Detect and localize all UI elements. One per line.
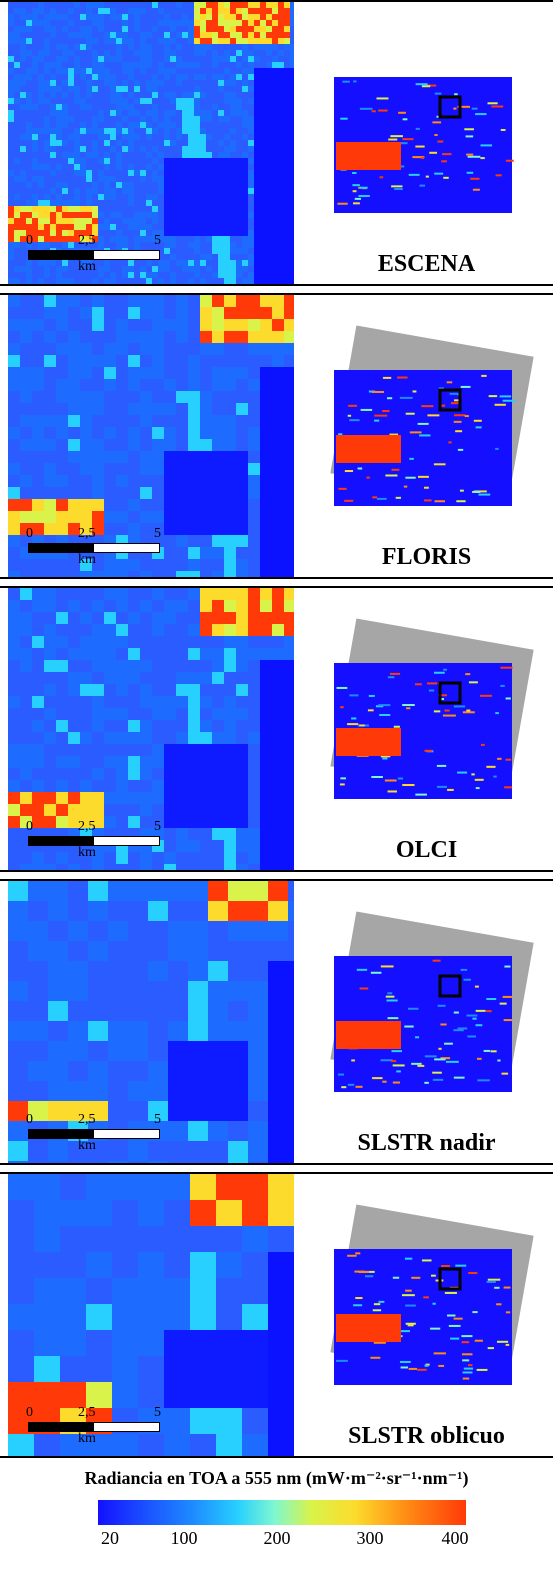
zoom-area-box xyxy=(438,974,462,998)
scale-tick-5: 5 xyxy=(154,1405,161,1420)
colorbar-tick-300: 300 xyxy=(356,1528,384,1548)
panel-1: 0 2,5 5 km ESCENA xyxy=(0,0,553,286)
scale-unit: km xyxy=(78,1138,96,1153)
zoom-area-box xyxy=(438,681,462,705)
scale-bar: 0 2,5 5 km xyxy=(18,1111,161,1153)
scale-bar-graphic xyxy=(28,1129,160,1139)
zoom-image: 0 2,5 5 km xyxy=(8,2,294,284)
scale-unit: km xyxy=(78,552,96,567)
scale-bar-graphic xyxy=(28,836,160,846)
scale-tick-5: 5 xyxy=(154,526,161,541)
overview-map xyxy=(312,295,553,535)
overview-map xyxy=(312,1174,553,1414)
colorbar-tick-400: 400 xyxy=(441,1528,469,1548)
scale-tick-0: 0 xyxy=(26,1112,33,1127)
colorbar-title: Radiancia en TOA a 555 nm (mW·m⁻²·sr⁻¹·n… xyxy=(84,1468,469,1488)
colorbar-tick-200: 200 xyxy=(263,1528,291,1548)
panel-label: ESCENA xyxy=(377,251,476,277)
panel-5: 0 2,5 5 km SLSTR oblicuo xyxy=(0,1172,553,1458)
overview-map xyxy=(312,588,553,828)
scale-tick-5: 5 xyxy=(154,233,161,248)
scale-bar-graphic xyxy=(28,1422,160,1432)
scale-tick-5: 5 xyxy=(154,1112,161,1127)
scale-unit: km xyxy=(78,845,96,860)
panel-label: FLORIS xyxy=(381,544,472,570)
scale-tick-0: 0 xyxy=(26,819,33,834)
panel-label: OLCI xyxy=(395,837,458,863)
scale-tick-2-5: 2,5 xyxy=(78,233,96,248)
scale-bar: 0 2,5 5 km xyxy=(18,1404,161,1446)
zoom-image: 0 2,5 5 km xyxy=(8,881,294,1163)
zoom-area-box xyxy=(438,95,462,119)
zoom-image: 0 2,5 5 km xyxy=(8,588,294,870)
colorbar-tick-100: 100 xyxy=(170,1528,198,1548)
panel-3: 0 2,5 5 km OLCI xyxy=(0,586,553,872)
scale-tick-0: 0 xyxy=(26,526,33,541)
colorbar: Radiancia en TOA a 555 nm (mW·m⁻²·sr⁻¹·n… xyxy=(0,1465,553,1588)
scale-bar-graphic xyxy=(28,250,160,260)
colorbar-ticks: 20 100 200 300 400 xyxy=(0,1528,553,1552)
zoom-image: 0 2,5 5 km xyxy=(8,295,294,577)
scale-tick-0: 0 xyxy=(26,233,33,248)
scale-tick-2-5: 2,5 xyxy=(78,1405,96,1420)
overview-map xyxy=(312,881,553,1121)
zoom-area-box xyxy=(438,1267,462,1291)
panel-label: SLSTR oblicuo xyxy=(348,1423,505,1449)
zoom-image: 0 2,5 5 km xyxy=(8,1174,294,1456)
colorbar-tick-20: 20 xyxy=(101,1528,119,1548)
scale-bar: 0 2,5 5 km xyxy=(18,818,161,860)
scale-unit: km xyxy=(78,1431,96,1446)
scale-tick-2-5: 2,5 xyxy=(78,526,96,541)
zoom-area-box xyxy=(438,388,462,412)
scale-tick-2-5: 2,5 xyxy=(78,819,96,834)
scale-tick-2-5: 2,5 xyxy=(78,1112,96,1127)
scale-bar: 0 2,5 5 km xyxy=(18,232,161,274)
scale-tick-5: 5 xyxy=(154,819,161,834)
scale-tick-0: 0 xyxy=(26,1405,33,1420)
scale-bar-graphic xyxy=(28,543,160,553)
colorbar-gradient xyxy=(98,1500,466,1525)
overview-map xyxy=(312,2,553,242)
scale-unit: km xyxy=(78,259,96,274)
scale-bar: 0 2,5 5 km xyxy=(18,525,161,567)
panel-2: 0 2,5 5 km FLORIS xyxy=(0,293,553,579)
panel-label: SLSTR nadir xyxy=(357,1130,496,1156)
panel-4: 0 2,5 5 km SLSTR nadir xyxy=(0,879,553,1165)
